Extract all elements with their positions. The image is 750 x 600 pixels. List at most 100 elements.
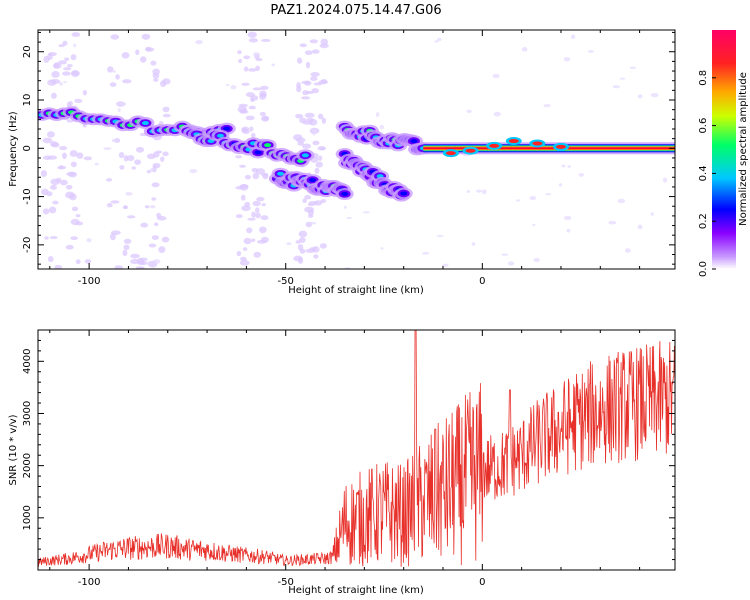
heatmap-speckle (253, 52, 260, 57)
heatmap-speckle (151, 197, 157, 201)
heatmap-speckle (118, 152, 125, 159)
heatmap-speckle (343, 205, 347, 209)
strong-line-core (423, 147, 675, 150)
snr-y-axis-label: SNR (10 * v/v) (8, 414, 19, 485)
heatmap-speckle (563, 215, 572, 221)
heatmap-speckle (235, 155, 243, 159)
heatmap-speckle (140, 222, 149, 228)
heatmap-speckle (106, 202, 113, 208)
heatmap-speckle (434, 40, 439, 43)
heatmap-y-tick-label: 20 (22, 45, 33, 58)
heatmap-speckle (239, 164, 246, 168)
heatmap-speckle (61, 71, 71, 76)
colorbar: 0.0 0.2 0.4 0.6 0.8 Normalized spectral ampl… (698, 30, 749, 277)
heatmap-speckle (84, 259, 92, 264)
heatmap-x-tick-label: -100 (78, 276, 101, 287)
heatmap-speckle (62, 152, 67, 160)
heatmap-speckle (71, 32, 81, 38)
heatmap-speckle (629, 66, 637, 69)
heatmap-speckle (624, 248, 631, 253)
heatmap-speckle (161, 236, 170, 243)
heatmap-speckle (297, 257, 304, 264)
heatmap-speckle (260, 38, 271, 42)
heatmap-speckle (309, 247, 316, 251)
heatmap-speckle (162, 106, 170, 113)
heatmap-speckle (158, 246, 166, 254)
heatmap-speckle (304, 194, 312, 200)
heatmap-speckle (41, 188, 49, 196)
heatmap-speckle (312, 132, 316, 136)
heatmap-speckle (195, 39, 203, 45)
heatmap-speckle (319, 43, 329, 49)
heatmap-blob-core (264, 143, 272, 148)
heatmap-speckle (305, 61, 311, 69)
heatmap-speckle (240, 194, 246, 201)
snr-x-tick-label: -100 (78, 577, 101, 588)
heatmap-speckle (304, 50, 313, 56)
heatmap-speckle (380, 247, 384, 250)
heatmap-speckle (421, 251, 430, 255)
heatmap-speckle (482, 189, 487, 195)
heatmap-speckle (375, 112, 380, 117)
heatmap-speckle (238, 103, 248, 108)
heatmap-speckle (650, 212, 654, 216)
heatmap-speckle (241, 127, 248, 133)
heatmap-speckle (297, 244, 304, 251)
heatmap-speckle (245, 92, 255, 98)
heatmap-speckle (320, 198, 327, 202)
heatmap-speckle (111, 138, 116, 143)
snr-y-tick-label: 2000 (22, 453, 33, 478)
heatmap-speckle (73, 43, 77, 48)
heatmap-speckle (637, 224, 643, 230)
heatmap-speckle (75, 213, 81, 218)
heatmap-speckle (119, 102, 127, 106)
snr-y-tick-label: 4000 (22, 349, 33, 374)
heatmap-speckle (63, 66, 72, 71)
heatmap-speckle (243, 66, 249, 72)
heatmap-speckle (65, 244, 74, 250)
heatmap-speckle (617, 198, 626, 204)
heatmap-speckle (558, 183, 563, 187)
heatmap-speckle (110, 34, 120, 40)
heatmap-speckle (151, 235, 160, 240)
heatmap-speckle (49, 236, 58, 240)
heatmap-speckle (59, 165, 64, 170)
heatmap-blob-core (555, 144, 566, 149)
heatmap-speckle (471, 242, 476, 246)
heatmap-speckle (308, 221, 317, 225)
heatmap-speckle (256, 196, 265, 202)
heatmap-speckle (156, 212, 162, 218)
heatmap-speckle (150, 205, 156, 209)
heatmap-speckle (70, 161, 77, 168)
heatmap-speckle (379, 124, 385, 130)
heatmap-speckle (255, 168, 266, 175)
heatmap-axes: -100 -50 0 20 10 0 -10 -20 (22, 30, 675, 287)
heatmap-speckle (70, 236, 78, 241)
heatmap-speckle (251, 238, 256, 242)
heatmap-speckle (135, 146, 145, 153)
heatmap-speckle (286, 242, 292, 246)
heatmap-speckle (135, 266, 145, 269)
snr-x-axis-label: Height of straight line (km) (288, 585, 424, 596)
heatmap-speckle (130, 253, 140, 259)
heatmap-speckle (76, 152, 84, 159)
heatmap-speckle (247, 31, 257, 38)
heatmap-speckle (160, 80, 167, 88)
heatmap-speckle (302, 90, 309, 96)
heatmap-speckle (493, 111, 501, 117)
snr-x-tick-label: 0 (479, 577, 485, 588)
heatmap-speckle (245, 115, 255, 121)
heatmap-speckle (295, 137, 306, 143)
heatmap-speckle (466, 109, 472, 113)
heatmap-speckle (59, 179, 68, 186)
heatmap-speckle (66, 64, 73, 68)
heatmap-speckle (442, 263, 449, 267)
heatmap-speckle (144, 205, 150, 209)
heatmap-y-tick-label: -20 (22, 237, 33, 253)
figure-title: PAZ1.2024.075.14.47.G06 (270, 3, 441, 18)
heatmap-speckle (52, 200, 59, 205)
heatmap-blob-core (141, 121, 149, 126)
heatmap-x-axis-label: Height of straight line (km) (288, 285, 424, 296)
heatmap-blob-core (465, 148, 476, 153)
heatmap-speckle (109, 82, 117, 88)
